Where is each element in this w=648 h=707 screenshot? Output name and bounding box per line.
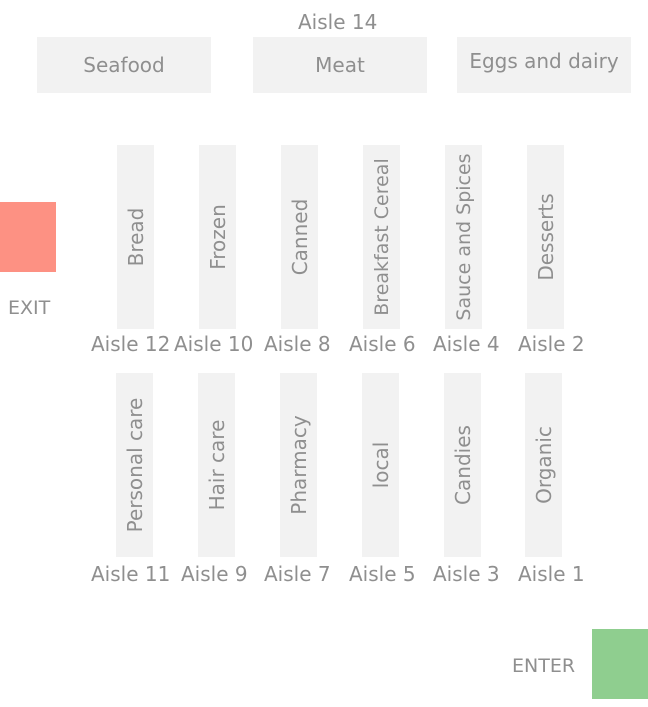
aisle-4-label: Aisle 4: [433, 332, 500, 356]
aisle-12-label: Aisle 12: [91, 332, 171, 356]
aisle-6-label: Aisle 6: [349, 332, 416, 356]
aisle-3-section-label: Candies: [450, 425, 475, 505]
aisle-2-label: Aisle 2: [518, 332, 585, 356]
aisle-1-label: Aisle 1: [518, 562, 585, 586]
aisle-10-label: Aisle 10: [174, 332, 254, 356]
aisle-9-section-label: Hair care: [204, 419, 229, 511]
aisle-1-section-label: Organic: [531, 426, 556, 504]
seafood-label: Seafood: [83, 53, 165, 77]
meat-section: Meat: [253, 37, 427, 93]
meat-label: Meat: [315, 53, 365, 77]
aisle-6-shelf: Breakfast Cereal: [363, 145, 400, 329]
aisle-1-shelf: Organic: [525, 373, 562, 557]
aisle-3-label: Aisle 3: [433, 562, 500, 586]
aisle-2-section-label: Desserts: [533, 193, 558, 281]
aisle-4-shelf: Sauce and Spices: [445, 145, 482, 329]
aisle-8-label: Aisle 8: [264, 332, 331, 356]
aisle-9-shelf: Hair care: [198, 373, 235, 557]
aisle-11-label: Aisle 11: [91, 562, 171, 586]
aisle-10-shelf: Frozen: [199, 145, 236, 329]
aisle-4-section-label: Sauce and Spices: [452, 153, 475, 321]
aisle-5-shelf: local: [362, 373, 399, 557]
aisle-6-section-label: Breakfast Cereal: [370, 158, 393, 316]
enter-door: [592, 629, 648, 699]
eggs-and-dairy-section: Eggs and dairy: [457, 37, 631, 93]
aisle-11-section-label: Personal care: [122, 397, 147, 533]
aisle-14-label: Aisle 14: [298, 10, 378, 34]
exit-door: [0, 202, 56, 272]
aisle-7-section-label: Pharmacy: [286, 415, 311, 515]
aisle-3-shelf: Candies: [444, 373, 481, 557]
aisle-7-label: Aisle 7: [264, 562, 331, 586]
aisle-8-section-label: Canned: [287, 198, 312, 276]
exit-label: EXIT: [8, 297, 51, 319]
aisle-12-shelf: Bread: [117, 145, 154, 329]
aisle-9-label: Aisle 9: [181, 562, 248, 586]
aisle-5-label: Aisle 5: [349, 562, 416, 586]
aisle-5-section-label: local: [368, 441, 393, 489]
aisle-8-shelf: Canned: [281, 145, 318, 329]
aisle-11-shelf: Personal care: [116, 373, 153, 557]
aisle-12-section-label: Bread: [123, 207, 148, 267]
eggs-and-dairy-label: Eggs and dairy: [469, 49, 619, 73]
aisle-10-section-label: Frozen: [205, 204, 230, 270]
seafood-section: Seafood: [37, 37, 211, 93]
enter-label: ENTER: [512, 655, 576, 677]
aisle-2-shelf: Desserts: [527, 145, 564, 329]
aisle-7-shelf: Pharmacy: [280, 373, 317, 557]
